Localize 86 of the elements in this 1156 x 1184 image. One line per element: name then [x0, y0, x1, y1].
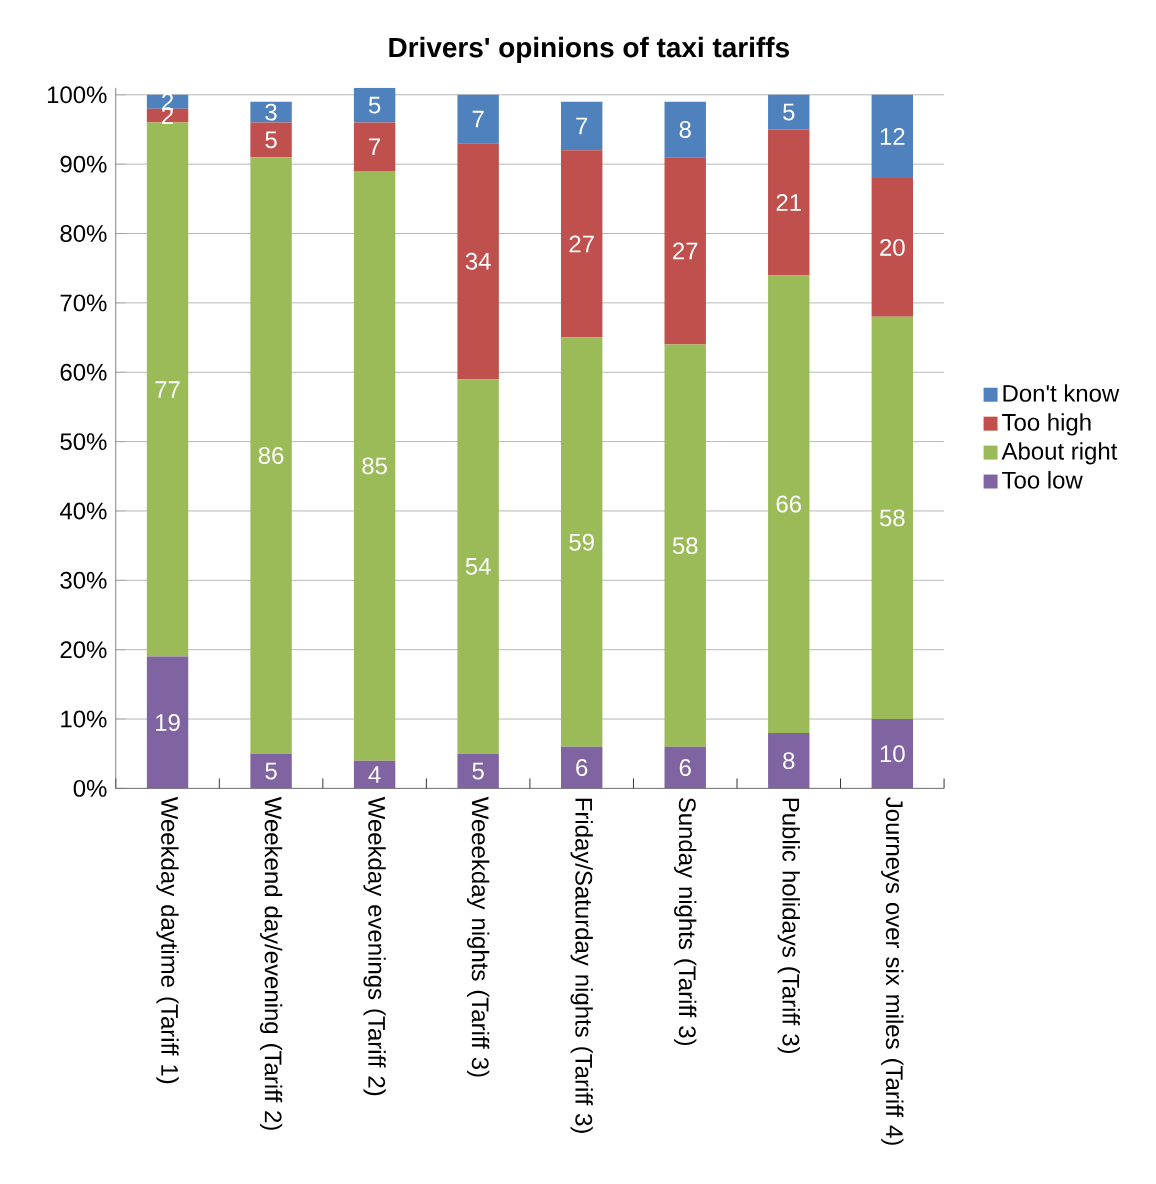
- legend-label: Too low: [1002, 471, 1083, 489]
- data-label: 3: [265, 103, 277, 121]
- data-label: 21: [776, 193, 802, 211]
- bar: [457, 379, 500, 754]
- data-label: 8: [679, 121, 692, 138]
- bar: [457, 753, 500, 789]
- data-label: 6: [679, 759, 692, 777]
- x-tick-label: Weeekday nights (Tariff 3): [467, 796, 490, 1077]
- y-tick-label: 70%: [60, 294, 107, 312]
- bar: [561, 101, 603, 151]
- x-tick-label: Weekday evenings (Tariff 2): [363, 796, 386, 1096]
- legend-label: Don't know: [1003, 384, 1120, 402]
- chart-title: Drivers' opinions of taxi tariffs: [389, 36, 790, 63]
- data-label: 5: [783, 103, 795, 121]
- data-label: 59: [569, 533, 595, 551]
- bar: [768, 732, 810, 789]
- data-label: 27: [569, 235, 594, 253]
- legend-label: About right: [1001, 442, 1118, 465]
- data-label: 7: [472, 110, 484, 128]
- bar: [457, 94, 500, 144]
- bar: [561, 150, 603, 338]
- bar: [147, 94, 189, 109]
- bar: [147, 108, 189, 123]
- data-label: 77: [155, 381, 180, 398]
- data-label: 5: [369, 96, 381, 114]
- bar: [250, 753, 292, 789]
- data-label: 12: [880, 128, 905, 145]
- data-label: 8: [783, 752, 795, 770]
- data-label: 5: [265, 131, 277, 149]
- bar: [768, 129, 810, 276]
- bar: [871, 94, 914, 179]
- data-label: 54: [465, 558, 491, 575]
- bar: [871, 316, 914, 720]
- y-tick-label: 90%: [60, 155, 107, 173]
- data-label: 86: [258, 446, 284, 464]
- x-tick-label: Journeys over six miles (Tariff 4): [881, 797, 904, 1145]
- data-label: 5: [265, 762, 277, 780]
- x-tick-label: Public holidays (Tariff 3): [777, 798, 801, 1054]
- data-label: 6: [576, 759, 588, 777]
- data-label: 66: [776, 495, 802, 513]
- bar: [250, 122, 292, 158]
- data-label: 85: [362, 457, 388, 475]
- bar: [147, 656, 189, 789]
- bar: [354, 87, 396, 123]
- data-label: 34: [465, 252, 491, 270]
- bar: [871, 719, 914, 789]
- data-label: 10: [880, 745, 905, 763]
- bar: [664, 344, 707, 747]
- data-label: 7: [369, 138, 381, 156]
- x-tick-label: Weekend day/evening (Tariff 2): [260, 796, 283, 1130]
- x-tick-label: Sunday nights (Tariff 3): [674, 797, 697, 1046]
- bar: [664, 101, 707, 158]
- bar: [147, 122, 189, 657]
- data-label: 19: [156, 714, 180, 731]
- bar: [561, 746, 603, 789]
- x-tick-label: Weekday daytime (Tariff 1): [156, 796, 179, 1084]
- data-label: 58: [673, 537, 698, 555]
- bar: [664, 157, 707, 345]
- bar: [561, 337, 603, 747]
- bar: [250, 157, 292, 754]
- y-tick-label: 0%: [73, 779, 107, 797]
- y-tick-label: 80%: [60, 225, 107, 242]
- bar: [871, 178, 914, 317]
- y-tick-label: 20%: [60, 641, 107, 659]
- bar: [457, 143, 500, 380]
- data-label: 20: [880, 238, 905, 256]
- bar: [768, 275, 810, 733]
- y-tick-label: 60%: [60, 363, 107, 381]
- data-label: 27: [673, 242, 698, 260]
- x-tick-label: Friday/Saturday nights (Tariff 3): [570, 798, 594, 1133]
- data-label: 7: [576, 117, 588, 135]
- y-tick-label: 50%: [60, 433, 107, 451]
- y-tick-label: 10%: [61, 710, 107, 728]
- bar: [664, 746, 707, 789]
- y-tick-label: 40%: [60, 502, 107, 520]
- data-label: 5: [472, 762, 484, 780]
- bar: [250, 101, 292, 123]
- data-label: 4: [368, 766, 381, 783]
- data-label: 58: [880, 509, 905, 527]
- y-tick-label: 100%: [48, 86, 107, 104]
- bar: [354, 122, 396, 172]
- bar: [768, 94, 810, 130]
- bar: [354, 760, 396, 789]
- bar: [354, 171, 396, 761]
- legend-label: Too high: [1002, 413, 1091, 436]
- y-tick-label: 30%: [60, 571, 107, 589]
